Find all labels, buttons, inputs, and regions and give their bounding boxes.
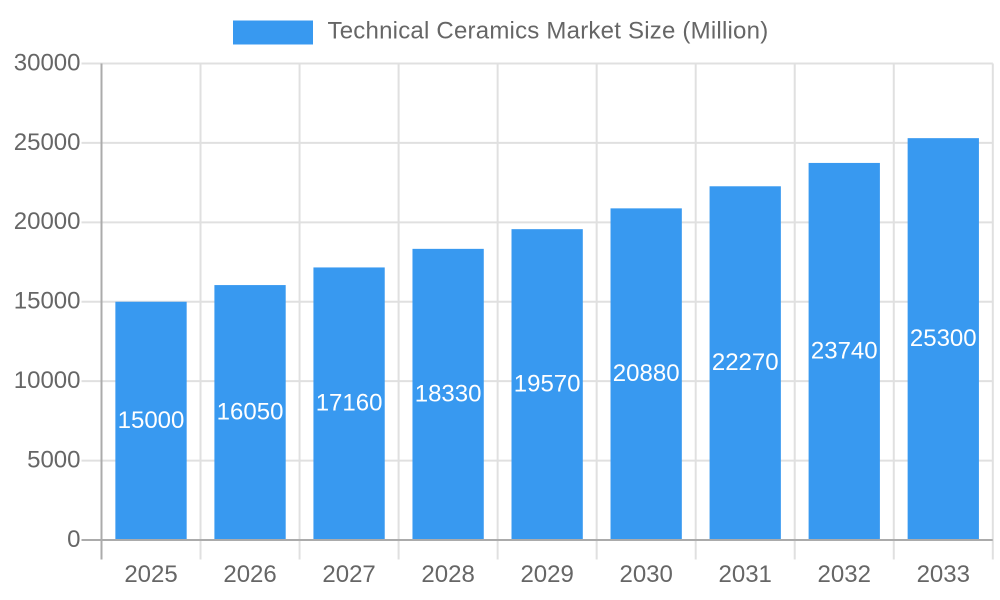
svg-text:2025: 2025 <box>124 561 177 588</box>
svg-text:2029: 2029 <box>520 561 573 588</box>
svg-text:2032: 2032 <box>818 561 871 588</box>
svg-text:25300: 25300 <box>910 325 977 352</box>
svg-text:30000: 30000 <box>14 49 81 76</box>
svg-text:19570: 19570 <box>514 371 581 398</box>
svg-text:10000: 10000 <box>14 367 81 394</box>
svg-text:5000: 5000 <box>27 446 80 473</box>
svg-text:2030: 2030 <box>619 561 672 588</box>
svg-text:15000: 15000 <box>14 288 81 315</box>
svg-text:20880: 20880 <box>613 360 680 387</box>
svg-text:2031: 2031 <box>719 561 772 588</box>
svg-text:22270: 22270 <box>712 349 779 376</box>
svg-text:2027: 2027 <box>322 561 375 588</box>
svg-text:23740: 23740 <box>811 337 878 364</box>
svg-text:2033: 2033 <box>917 561 970 588</box>
svg-text:2026: 2026 <box>223 561 276 588</box>
svg-text:18330: 18330 <box>415 380 482 407</box>
svg-text:17160: 17160 <box>316 390 383 417</box>
svg-text:25000: 25000 <box>14 129 81 156</box>
svg-text:Technical Ceramics Market Size: Technical Ceramics Market Size (Million) <box>328 18 769 45</box>
svg-text:15000: 15000 <box>118 407 185 434</box>
svg-text:16050: 16050 <box>217 399 284 426</box>
svg-text:20000: 20000 <box>14 208 81 235</box>
svg-text:2028: 2028 <box>421 561 474 588</box>
svg-text:0: 0 <box>67 526 80 553</box>
